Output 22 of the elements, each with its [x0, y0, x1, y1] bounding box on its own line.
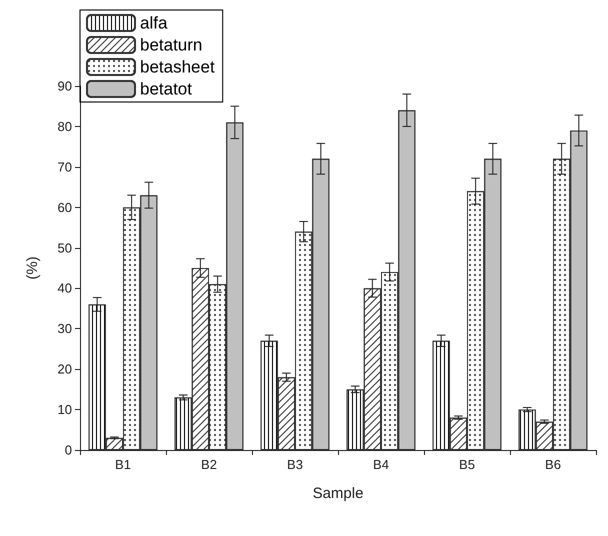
x-axis-title: Sample: [312, 485, 364, 502]
legend-label: betasheet: [140, 58, 215, 76]
x-tick-label: B2: [201, 457, 217, 472]
x-tick-label: B4: [373, 457, 389, 472]
y-tick-label: 50: [58, 240, 72, 256]
y-tick-label: 30: [58, 321, 72, 336]
y-tick-label: 60: [58, 200, 72, 215]
legend-label: betatot: [140, 80, 192, 98]
x-tick-label: B5: [459, 457, 475, 472]
y-tick-label: 90: [58, 78, 72, 94]
y-tick-label: 0: [64, 442, 72, 458]
y-tick-label: 10: [58, 402, 72, 418]
y-tick-label: 70: [58, 159, 72, 174]
y-tick-label: 80: [58, 118, 72, 134]
y-tick-label: 40: [58, 280, 72, 296]
x-tick-label: B6: [545, 457, 561, 472]
x-tick-label: B1: [115, 457, 131, 472]
x-tick-label: B3: [287, 457, 303, 472]
y-tick-label: 20: [58, 362, 72, 377]
legend-label: betaturn: [140, 36, 202, 54]
legend-label: alfa: [140, 14, 168, 32]
y-axis-title: (%): [24, 256, 41, 280]
